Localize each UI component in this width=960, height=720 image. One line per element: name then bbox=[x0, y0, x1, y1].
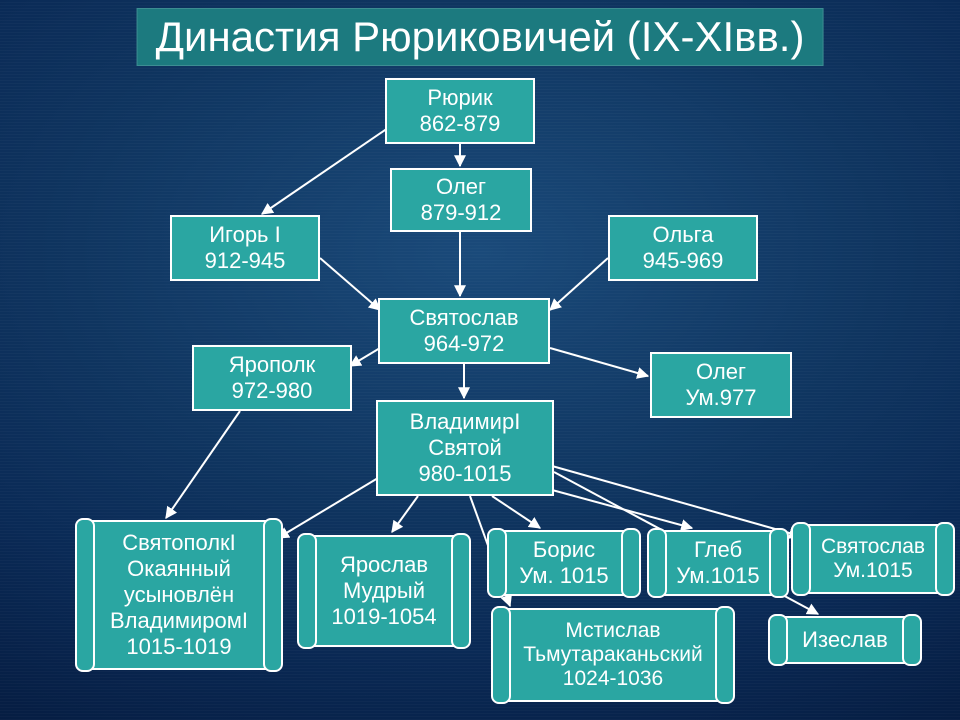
node-igor: Игорь I 912-945 bbox=[170, 215, 320, 281]
node-boris: Борис Ум. 1015 bbox=[494, 530, 634, 596]
node-izeslav: Изеслав bbox=[775, 616, 915, 664]
node-vladimir: ВладимирI Святой 980-1015 bbox=[376, 400, 554, 496]
node-label: Святослав 964-972 bbox=[409, 305, 518, 357]
node-label: Изеслав bbox=[802, 627, 888, 653]
node-yaroslav: Ярослав Мудрый 1019-1054 bbox=[304, 535, 464, 647]
node-oleg2: Олег Ум.977 bbox=[650, 352, 792, 418]
node-label: ВладимирI Святой 980-1015 bbox=[410, 409, 521, 487]
node-mstislav: Мстислав Тьмутараканьский 1024-1036 bbox=[498, 608, 728, 702]
node-gleb: Глеб Ум.1015 bbox=[654, 530, 782, 596]
node-label: Ярослав Мудрый 1019-1054 bbox=[331, 552, 436, 630]
node-label: Глеб Ум.1015 bbox=[676, 537, 759, 589]
node-label: Мстислав Тьмутараканьский 1024-1036 bbox=[523, 619, 702, 691]
node-label: Святослав Ум.1015 bbox=[821, 535, 925, 583]
page-title: Династия Рюриковичей (IX-XIвв.) bbox=[137, 8, 824, 66]
node-olga: Ольга 945-969 bbox=[608, 215, 758, 281]
node-label: Ярополк 972-980 bbox=[229, 352, 316, 404]
node-svyat2: Святослав Ум.1015 bbox=[798, 524, 948, 594]
node-svyatopolk: СвятополкI Окаянный усыновлён Владимиром… bbox=[82, 520, 276, 670]
node-yaropolk: Ярополк 972-980 bbox=[192, 345, 352, 411]
node-label: Рюрик 862-879 bbox=[420, 85, 501, 137]
node-label: Игорь I 912-945 bbox=[205, 222, 286, 274]
node-svyatoslav: Святослав 964-972 bbox=[378, 298, 550, 364]
node-label: Ольга 945-969 bbox=[643, 222, 724, 274]
node-label: СвятополкI Окаянный усыновлён Владимиром… bbox=[110, 530, 248, 660]
node-rurik: Рюрик 862-879 bbox=[385, 78, 535, 144]
node-label: Олег Ум.977 bbox=[686, 359, 757, 411]
node-oleg1: Олег 879-912 bbox=[390, 168, 532, 232]
node-label: Борис Ум. 1015 bbox=[519, 537, 608, 589]
node-label: Олег 879-912 bbox=[421, 174, 502, 226]
